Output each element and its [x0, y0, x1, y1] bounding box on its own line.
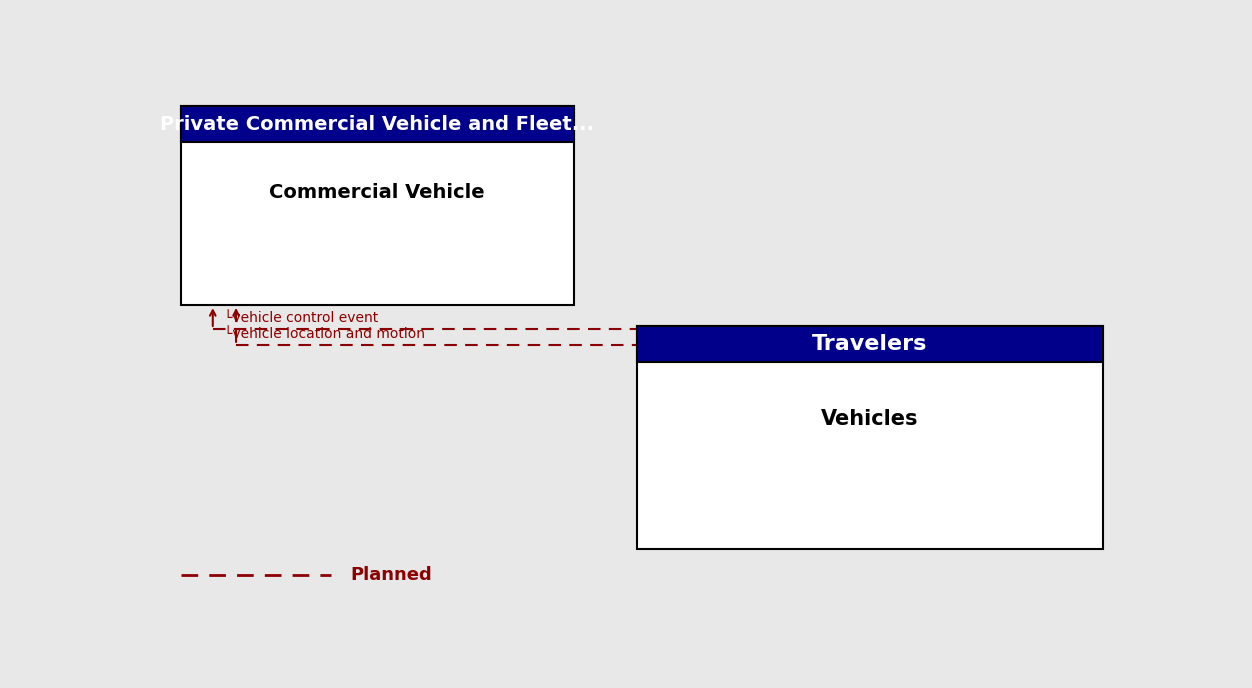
Bar — [637, 326, 1103, 363]
Text: Commercial Vehicle: Commercial Vehicle — [269, 183, 485, 202]
Text: Travelers: Travelers — [813, 334, 928, 354]
Text: Planned: Planned — [351, 566, 432, 584]
Text: Private Commercial Vehicle and Fleet...: Private Commercial Vehicle and Fleet... — [160, 115, 595, 134]
Text: Vehicles: Vehicles — [821, 409, 919, 429]
Bar — [637, 326, 1103, 549]
Text: └vehicle control event: └vehicle control event — [224, 311, 378, 325]
Bar — [180, 107, 573, 305]
Text: └vehicle location and motion: └vehicle location and motion — [224, 327, 426, 341]
Bar — [180, 107, 573, 142]
